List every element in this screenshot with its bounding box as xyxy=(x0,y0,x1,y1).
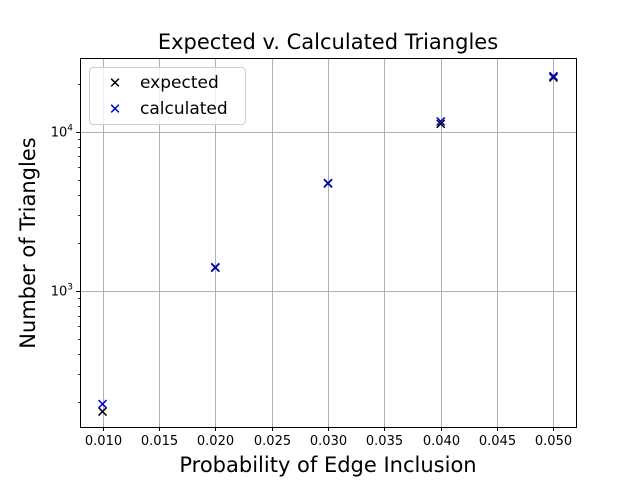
y-tick-base: 10 xyxy=(51,285,68,300)
legend-item-expected: ✕ expected xyxy=(90,71,219,95)
x-tick-label: 0.035 xyxy=(366,434,403,449)
chart-title: Expected v. Calculated Triangles xyxy=(158,30,498,54)
marker-stroke xyxy=(98,399,108,409)
marker-stroke xyxy=(323,178,333,188)
x-tick-label: 0.050 xyxy=(535,434,572,449)
data-point-expected xyxy=(98,407,108,417)
y-tick-exponent: 3 xyxy=(67,283,73,293)
x-tick-label: 0.030 xyxy=(310,434,347,449)
data-point-expected xyxy=(436,119,446,129)
x-tick-label: 0.045 xyxy=(479,434,516,449)
y-tick-exponent: 4 xyxy=(67,124,73,134)
data-point-calculated xyxy=(323,178,333,188)
y-tick-base: 10 xyxy=(51,126,68,141)
marker-stroke xyxy=(436,119,446,129)
data-points xyxy=(98,71,558,417)
data-point-expected xyxy=(548,72,558,82)
x-tick-label: 0.015 xyxy=(141,434,178,449)
legend-marker-calculated: ✕ xyxy=(108,100,122,118)
data-point-calculated xyxy=(548,71,558,81)
legend: ✕ expected ✕ calculated xyxy=(89,67,246,125)
marker-stroke xyxy=(98,407,108,417)
marker-stroke xyxy=(436,116,446,126)
y-tick-label: 104 xyxy=(51,124,74,141)
x-tick-label: 0.010 xyxy=(85,434,122,449)
y-axis-label: Number of Triangles xyxy=(16,137,40,348)
data-point-calculated xyxy=(98,399,108,409)
y-tick-label: 103 xyxy=(51,283,73,300)
x-tick-label: 0.020 xyxy=(197,434,234,449)
data-point-calculated xyxy=(210,262,220,272)
data-point-calculated xyxy=(436,116,446,126)
x-tick-label: 0.025 xyxy=(254,434,291,449)
legend-marker-expected: ✕ xyxy=(108,74,122,92)
legend-item-calculated: ✕ calculated xyxy=(90,97,228,121)
x-axis-label: Probability of Edge Inclusion xyxy=(179,453,476,477)
marker-stroke xyxy=(548,72,558,82)
x-axis-ticks: 0.010 0.015 0.020 0.025 0.030 0.035 0.040 0.045… xyxy=(85,427,572,449)
legend-label-calculated: calculated xyxy=(140,99,228,119)
marker-stroke xyxy=(548,71,558,81)
marker-stroke xyxy=(210,262,220,272)
legend-label-expected: expected xyxy=(140,73,219,93)
x-tick-label: 0.040 xyxy=(423,434,460,449)
